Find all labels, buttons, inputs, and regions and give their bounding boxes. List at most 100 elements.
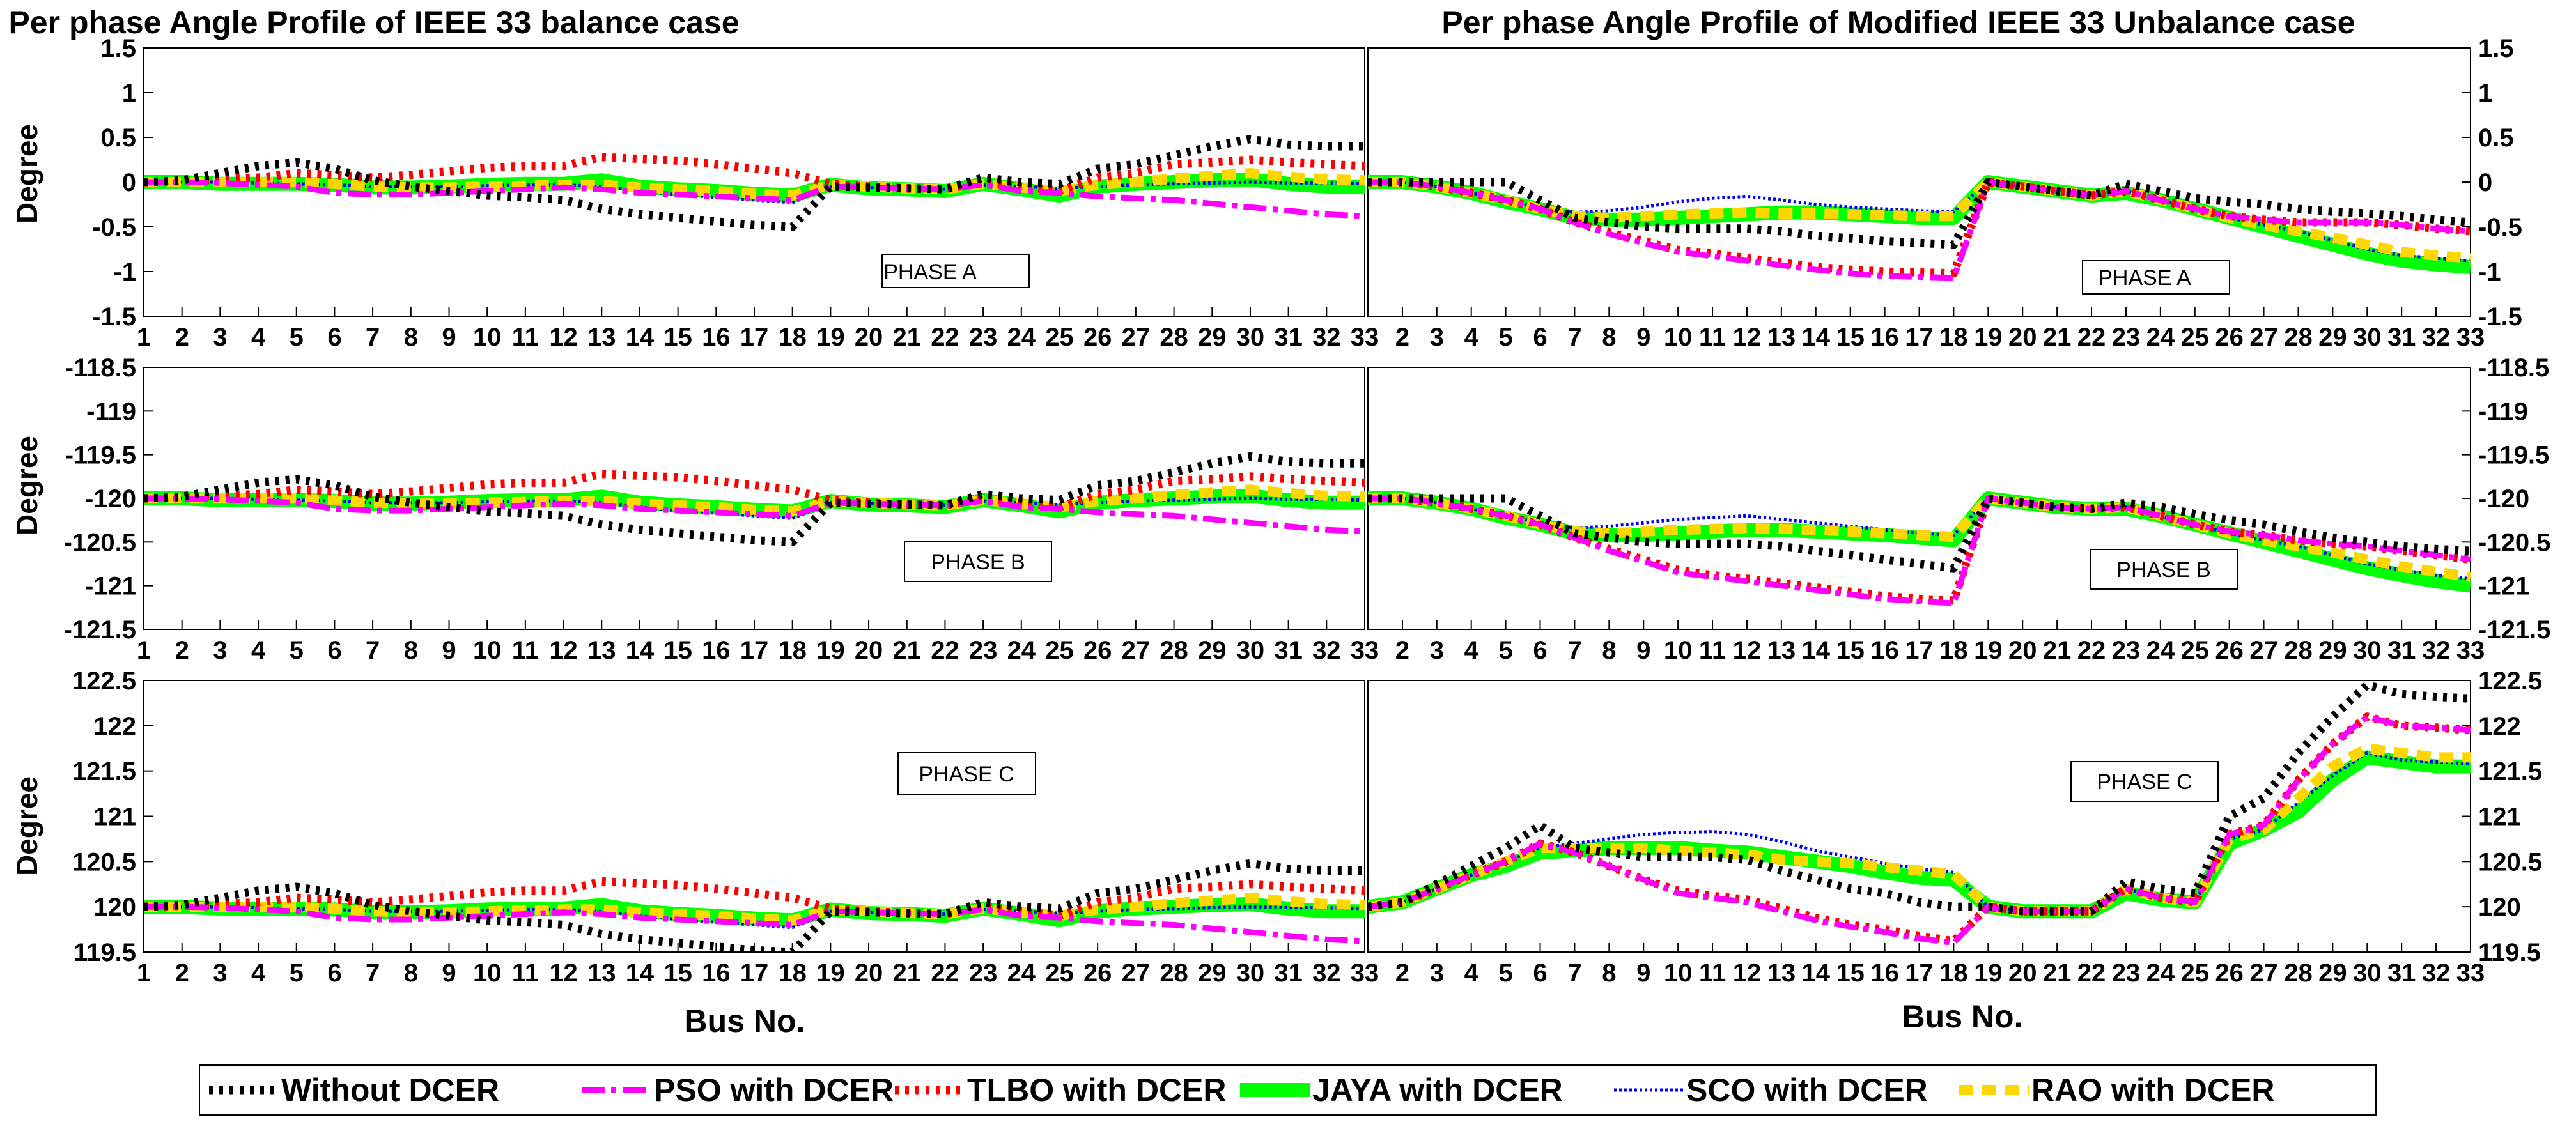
x-tick-label: 7 [1567, 959, 1581, 987]
x-tick-label: 9 [1636, 636, 1650, 665]
x-tick-label: 26 [1083, 636, 1112, 665]
series-line-tlbo-with-dcer [144, 470, 1365, 512]
phase-annotation: PHASE B [2116, 558, 2210, 582]
x-tick-label: 20 [2008, 323, 2037, 351]
series-lines [1368, 491, 2471, 606]
y-tick-label: -118.5 [65, 354, 136, 382]
x-ticks: 2 3 4 5 6 7 8 9 10 11 12 13 14 15 16 17 18 19 20 21 22 23 24 25… [1395, 943, 2485, 987]
x-tick-label: 14 [1802, 636, 1831, 665]
x-tick-label: 10 [473, 636, 502, 665]
y-ticks: -118.5 -119 -119.5 -120 -120.5 -121 -121.5 [2462, 354, 2550, 644]
x-tick-label: 18 [1939, 636, 1968, 665]
x-tick-label: 33 [1351, 959, 1379, 987]
y-tick-label: -121 [2478, 573, 2529, 601]
x-tick-label: 32 [1312, 636, 1341, 665]
phase-annotation: PHASE A [2098, 266, 2191, 290]
series-lines [1368, 175, 2471, 281]
x-tick-label: 13 [1767, 959, 1796, 987]
x-tick-label: 16 [1870, 323, 1899, 351]
x-tick-label: 33 [1351, 323, 1379, 351]
x-tick-label: 33 [1351, 636, 1379, 665]
y-ticks: 1.5 1 0.5 0 -0.5 -1 -1.5 [92, 35, 153, 331]
x-tick-label: 31 [1274, 959, 1303, 987]
x-tick-label: 5 [290, 636, 304, 665]
x-tick-label: 19 [816, 959, 845, 987]
x-tick-label: 25 [2181, 959, 2210, 987]
x-tick-label: 28 [2284, 959, 2313, 987]
x-tick-label: 22 [2077, 959, 2106, 987]
x-tick-label: 31 [2387, 636, 2416, 665]
x-tick-label: 33 [2456, 323, 2485, 351]
x-tick-label: 12 [1733, 959, 1762, 987]
y-tick-label: -120 [2478, 485, 2529, 513]
x-tick-label: 3 [1430, 323, 1444, 351]
x-tick-label: 4 [1464, 636, 1479, 665]
series-line-tlbo-with-dcer [1368, 178, 2471, 278]
x-tick-label: 11 [1699, 323, 1726, 351]
x-tick-label: 17 [1905, 323, 1934, 351]
x-tick-label: 12 [1733, 323, 1762, 351]
series-lines [144, 135, 1365, 231]
x-tick-label: 29 [1198, 636, 1227, 665]
panel-phase-a-balance: Per phase Angle Profile of IEEE 33 balan… [8, 4, 1379, 351]
y-tick-label: -120.5 [2478, 528, 2550, 557]
y-ticks: 1.5 1 0.5 0 -0.5 -1 -1.5 [2462, 35, 2522, 331]
x-tick-label: 27 [1122, 323, 1151, 351]
x-ticks: 2 3 4 5 6 7 8 9 10 11 12 13 14 15 16 17 18 19 20 21 22 23 24 25… [1395, 307, 2485, 351]
x-tick-label: 28 [2284, 323, 2313, 351]
x-tick-label: 15 [1836, 636, 1865, 665]
legend-label: SCO with DCER [1686, 1072, 1928, 1108]
phase-annotation-box [897, 752, 1036, 795]
y-tick-label: 120.5 [72, 848, 136, 876]
y-tick-label: -119 [2478, 397, 2528, 426]
x-tick-label: 22 [931, 636, 959, 665]
x-tick-label: 25 [1045, 959, 1074, 987]
x-tick-label: 23 [2112, 636, 2141, 665]
y-axis-label: Degree [10, 124, 43, 224]
y-ticks: 122.5 122 121.5 121 120.5 120 119.5 [72, 667, 153, 967]
x-tick-label: 17 [740, 959, 769, 987]
y-tick-label: 121.5 [2478, 758, 2542, 786]
x-tick-label: 26 [2215, 959, 2244, 987]
x-tick-label: 10 [1664, 323, 1693, 351]
y-tick-label: 1 [122, 79, 136, 107]
x-tick-label: 9 [1636, 323, 1650, 351]
x-tick-label: 30 [1236, 959, 1265, 987]
x-tick-label: 2 [1395, 959, 1409, 987]
y-tick-label: 122.5 [2478, 667, 2542, 695]
y-ticks: 122.5 122 121.5 121 120.5 120 119.5 [2462, 667, 2542, 967]
phase-annotation-box [881, 254, 1030, 288]
phase-annotation: PHASE C [919, 762, 1014, 787]
x-tick-label: 15 [1836, 959, 1865, 987]
x-tick-label: 7 [366, 323, 380, 351]
y-tick-label: 1 [2478, 79, 2492, 107]
y-tick-label: -1 [113, 258, 136, 286]
x-tick-label: 20 [855, 636, 883, 665]
series-line-rao-with-dcer [144, 168, 1365, 201]
x-ticks: 2 3 4 5 6 7 8 9 10 11 12 13 14 15 16 17 18 19 20 21 22 23 24 25… [1395, 620, 2485, 665]
x-tick-label: 29 [1198, 323, 1227, 351]
x-tick-label: 6 [1533, 636, 1547, 665]
series-line-rao-with-dcer [144, 484, 1365, 517]
x-tick-label: 21 [893, 636, 922, 665]
y-tick-label: 0 [2478, 169, 2492, 197]
x-tick-label: 21 [893, 323, 922, 351]
x-tick-label: 24 [1007, 636, 1036, 665]
x-tick-label: 13 [1767, 636, 1796, 665]
x-tick-label: 4 [1464, 323, 1479, 351]
x-tick-label: 1 [137, 323, 151, 351]
x-tick-label: 14 [1802, 323, 1831, 351]
x-tick-label: 30 [2353, 636, 2382, 665]
x-axis-label: Bus No. [685, 1003, 805, 1039]
x-tick-label: 19 [1974, 636, 2003, 665]
x-tick-label: 3 [213, 636, 227, 665]
x-tick-label: 30 [2353, 323, 2382, 351]
legend: Without DCER PSO with DCER TLBO with DCER J… [199, 1064, 2377, 1116]
x-tick-label: 4 [251, 323, 266, 351]
x-tick-label: 11 [512, 959, 539, 987]
x-tick-label: 29 [2318, 323, 2347, 351]
x-tick-label: 10 [1664, 636, 1693, 665]
x-tick-label: 15 [663, 959, 692, 987]
y-tick-label: -0.5 [2478, 213, 2522, 242]
y-tick-label: 121 [93, 803, 136, 831]
